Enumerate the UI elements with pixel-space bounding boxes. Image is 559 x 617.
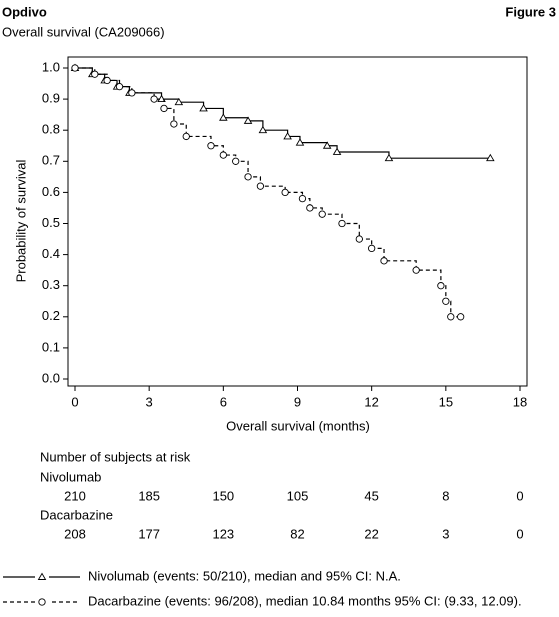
plot-frame [67,56,528,387]
risk-table-title: Number of subjects at risk [40,449,191,464]
censor-marker [322,141,332,149]
censor-marker [355,235,363,243]
y-tick-label: 0.0 [42,370,60,385]
censor-marker [258,125,268,134]
censor-marker [332,147,342,155]
y-tick-label: 0.6 [42,184,60,199]
censor-marker [170,120,178,128]
risk-count: 123 [212,526,234,541]
censor-marker [150,95,158,103]
x-tick-label: 12 [364,394,378,409]
legend-marker [37,572,47,580]
censor-marker [91,70,99,78]
survival-curve [75,67,461,318]
censor-marker [244,173,252,181]
x-tick-label: 3 [146,394,153,409]
censor-marker [283,132,292,140]
y-tick-label: 0.4 [42,246,60,261]
risk-count: 82 [290,526,304,541]
x-tick-label: 0 [71,394,78,409]
risk-count: 0 [516,488,523,503]
censor-marker [486,153,495,162]
censor-marker [318,210,326,218]
x-tick-label: 18 [513,394,527,409]
censor-marker [295,138,305,146]
censor-marker [103,76,111,85]
censor-marker [128,89,136,97]
legend-label: Dacarbazine (events: 96/208), median 10.… [88,593,522,608]
risk-count: 150 [212,488,234,503]
chart-title: Overall survival (CA209066) [2,24,165,39]
censor-marker [219,151,227,159]
risk-row-label: Nivolumab [40,469,101,484]
y-tick-label: 1.0 [42,59,60,74]
risk-count: 3 [442,526,449,541]
censor-marker [442,297,450,305]
risk-count: 185 [138,488,160,503]
risk-count: 210 [64,488,86,503]
x-tick-label: 6 [220,394,227,409]
censor-marker [338,219,346,228]
censor-marker [447,313,455,321]
censor-marker [368,244,376,253]
legend-marker [38,598,46,606]
y-tick-label: 0.2 [42,308,60,323]
y-tick-label: 0.3 [42,277,60,292]
censor-marker [174,97,184,106]
censor-marker [207,142,215,150]
risk-count: 0 [516,526,523,541]
y-tick-label: 0.7 [42,153,60,168]
censor-marker [457,313,465,321]
y-tick-label: 0.8 [42,122,60,137]
x-tick-label: 15 [439,394,453,409]
risk-count: 208 [64,526,86,541]
censor-marker [380,257,388,265]
risk-count: 22 [364,526,378,541]
censor-marker [306,204,314,212]
censor-marker [219,113,228,121]
censor-marker [199,104,208,112]
risk-row-label: Dacarbazine [40,507,113,522]
censor-marker [412,266,420,274]
y-axis-label: Probability of survival [13,159,28,282]
survival-curve [75,67,491,159]
censor-marker [281,188,289,197]
x-axis-label: Overall survival (months) [226,418,370,433]
censor-marker [437,282,445,290]
censor-marker [71,64,79,72]
x-tick-label: 9 [294,394,301,409]
censor-marker [298,194,307,203]
censor-marker [232,157,240,165]
risk-count: 105 [287,488,309,503]
figure-label: Figure 3 [505,4,556,19]
censor-marker [182,132,190,141]
legend-label: Nivolumab (events: 50/210), median and 9… [88,568,401,583]
y-tick-label: 0.9 [42,91,60,106]
risk-count: 45 [364,488,378,503]
censor-marker [160,104,168,113]
censor-marker [243,116,253,124]
censor-marker [115,83,124,91]
brand: Opdivo [2,4,47,19]
y-tick-label: 0.5 [42,215,60,230]
censor-marker [256,182,265,190]
risk-count: 177 [138,526,160,541]
censor-marker [384,153,394,162]
risk-count: 8 [442,488,449,503]
y-tick-label: 0.1 [42,339,60,354]
